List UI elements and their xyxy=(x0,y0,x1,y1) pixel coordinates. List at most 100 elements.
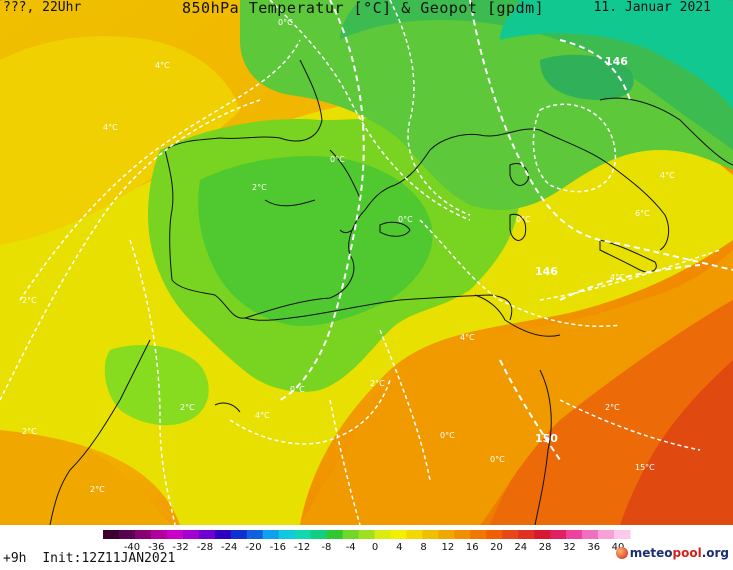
orange-zone-south-west xyxy=(0,427,170,525)
colorbar-swatch xyxy=(582,530,599,539)
geopot-label: 146 xyxy=(605,55,628,68)
weather-map: 146 146 150 0°C 4°C 4°C 0°C 2°C 0°C 0°C 2°C 4°C 4… xyxy=(0,0,733,525)
colorbar-swatch xyxy=(518,530,535,539)
page-title: 850hPa Temperatur [°C] & Geopot [gpdm] xyxy=(182,0,545,17)
colorbar-tick-label: 12 xyxy=(442,542,455,553)
init-time: Init:12Z11JAN2021 xyxy=(42,551,176,566)
colorbar-tick-label: 16 xyxy=(466,542,479,553)
colorbar-tick-label: -28 xyxy=(197,542,213,553)
colorbar-tick-label: -16 xyxy=(270,542,286,553)
colorbar-swatch xyxy=(166,530,184,539)
colorbar-swatch xyxy=(454,530,471,539)
temperature-label: 15°C xyxy=(635,463,655,472)
colorbar-swatch xyxy=(534,530,551,539)
temperature-label: 2°C xyxy=(370,379,385,388)
run-label: ???, 22Uhr xyxy=(3,0,82,15)
valid-date: 11. Januar 2021 xyxy=(593,0,711,15)
colorbar-swatch xyxy=(150,530,168,539)
colorbar-swatch xyxy=(390,530,407,539)
colorbar-swatch xyxy=(438,530,455,539)
temperature-label: 0°C xyxy=(516,215,531,224)
geopot-label: 146 xyxy=(535,265,558,278)
hot-zone-south-east xyxy=(620,360,733,525)
colorbar-tick-label: 0 xyxy=(372,542,378,553)
cold-air-morocco xyxy=(104,345,209,426)
colorbar-swatch xyxy=(310,530,328,539)
temperature-label: 0°C xyxy=(278,18,293,27)
colorbar-swatch xyxy=(502,530,519,539)
orange-zone-south xyxy=(300,250,733,525)
colorbar-tick-label: -20 xyxy=(245,542,261,553)
colorbar-tick-label: -4 xyxy=(346,542,356,553)
colorbar-swatch xyxy=(342,530,360,539)
colorbar-tick-label: 8 xyxy=(420,542,426,553)
colorbar-tick-label: 36 xyxy=(587,542,600,553)
colorbar-swatch xyxy=(294,530,312,539)
colorbar-swatch xyxy=(278,530,296,539)
temperature-label: 0°C xyxy=(398,215,413,224)
colorbar-tick-label: 24 xyxy=(514,542,527,553)
temperature-labels: 0°C 4°C 4°C 0°C 2°C 0°C 0°C 2°C 4°C 4°C 0°C 2°C 2°C 2… xyxy=(22,18,675,494)
colorbar-tick-label: 20 xyxy=(490,542,503,553)
colorbar-swatch xyxy=(374,530,391,539)
temperature-label: 6°C xyxy=(635,209,650,218)
colorbar-swatch xyxy=(470,530,487,539)
yellow-band-west xyxy=(0,36,240,245)
colorbar-swatch xyxy=(598,530,615,539)
colorbar-tick-label: -8 xyxy=(321,542,331,553)
colorbar-swatch xyxy=(550,530,567,539)
colorbar-ticks: -40 -36 -32 -28 -24 -20 -16 -12 -8 -4 0 4 8 12 16 20 24 2… xyxy=(124,542,625,553)
colorbar-swatch xyxy=(246,530,264,539)
colorbar-swatch xyxy=(198,530,216,539)
colorbar-swatch xyxy=(262,530,280,539)
run-info: +9h Init:12Z11JAN2021 xyxy=(3,551,175,566)
geopot-label: 150 xyxy=(535,432,558,445)
temperature-label: 4°C xyxy=(255,411,270,420)
colorbar-swatch xyxy=(230,530,248,539)
colorbar-swatch xyxy=(486,530,503,539)
colorbar-swatch xyxy=(214,530,232,539)
logo-globe-icon xyxy=(615,547,628,559)
colorbar-swatch xyxy=(103,530,120,539)
lead-time: +9h xyxy=(3,551,27,566)
temperature-label: 2°C xyxy=(605,403,620,412)
isotherms xyxy=(0,0,720,525)
temperature-label: 0°C xyxy=(490,455,505,464)
temperature-label: 2°C xyxy=(180,403,195,412)
colorbar-tick-label: 28 xyxy=(539,542,552,553)
temperature-label: 4°C xyxy=(660,171,675,180)
colorbar-swatches xyxy=(103,530,631,539)
colorbar-tick-label: -12 xyxy=(294,542,310,553)
geopotential-lines xyxy=(279,0,733,461)
temperature-label: 2°C xyxy=(90,485,105,494)
temperature-label: 0°C xyxy=(330,155,345,164)
colorbar-swatch xyxy=(566,530,583,539)
colorbar-swatch xyxy=(134,530,152,539)
colorbar-tick-label: -32 xyxy=(172,542,188,553)
colorbar-swatch xyxy=(118,530,136,539)
colorbar-tick-label: -40 xyxy=(124,542,140,553)
temperature-label: 4°C xyxy=(610,273,625,282)
colorbar-tick-label: -24 xyxy=(221,542,237,553)
colorbar-swatch xyxy=(326,530,344,539)
temperature-label: 4°C xyxy=(155,61,170,70)
coldest-core xyxy=(500,0,733,110)
temperature-label: 2°C xyxy=(22,296,37,305)
colorbar-tick-label: 4 xyxy=(396,542,402,553)
temperature-label: 4°C xyxy=(460,333,475,342)
temperature-label: 4°C xyxy=(103,123,118,132)
colorbar-tick-label: -36 xyxy=(148,542,164,553)
colorbar-swatch xyxy=(614,530,631,539)
meteopool-logo[interactable]: meteopool.org xyxy=(615,546,729,560)
coastlines xyxy=(49,59,733,525)
colorbar-swatch xyxy=(358,530,375,539)
temperature-label: 0°C xyxy=(440,431,455,440)
colorbar-tick-label: 32 xyxy=(563,542,576,553)
temperature-label: 0°C xyxy=(290,385,305,394)
colorbar-swatch xyxy=(406,530,423,539)
colorbar-swatch xyxy=(182,530,200,539)
cold-core-dark xyxy=(540,54,634,100)
temperature-label: 2°C xyxy=(22,427,37,436)
colorbar-swatch xyxy=(422,530,439,539)
temperature-label: 2°C xyxy=(252,183,267,192)
